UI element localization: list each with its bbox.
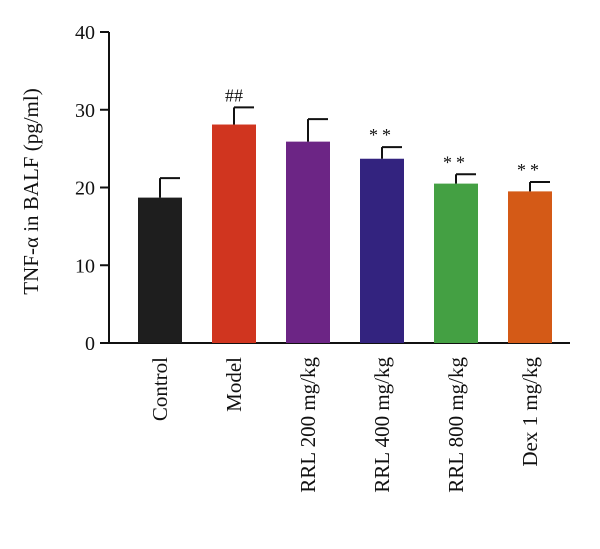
y-tick-label: 30 [75,100,95,122]
bars [138,124,552,344]
bar [360,158,404,343]
y-tick-label: 20 [75,178,95,200]
bar [138,197,182,343]
x-tick-label: Model [222,357,246,412]
x-tick-label: Control [148,357,172,421]
bar [508,191,552,343]
x-tick-label: RRL 400 mg/kg [370,357,394,493]
y-tick-label: 0 [85,333,95,355]
y-axis-title: TNF-α in BALF (pg/ml) [19,88,43,294]
bar [286,141,330,343]
x-tick-label: RRL 800 mg/kg [444,357,468,493]
significance-annotations: ## ** ** ** [225,85,543,180]
y-tick-label: 10 [75,255,95,277]
y-tick-label: 40 [75,22,95,44]
y-ticks: 0 10 20 30 40 [75,22,109,355]
error-bars [159,106,550,198]
x-tick-labels: Control Model RRL 200 mg/kg RRL 400 mg/kg RR… [148,357,542,493]
significance-annotation: ## [225,85,243,105]
bar [212,124,256,344]
x-tick-label: RRL 200 mg/kg [296,357,320,493]
significance-annotation: ** [443,152,469,172]
x-tick-label: Dex 1 mg/kg [518,357,542,467]
significance-annotation: ** [369,125,395,145]
significance-annotation: ** [517,160,543,180]
bar [434,183,478,343]
